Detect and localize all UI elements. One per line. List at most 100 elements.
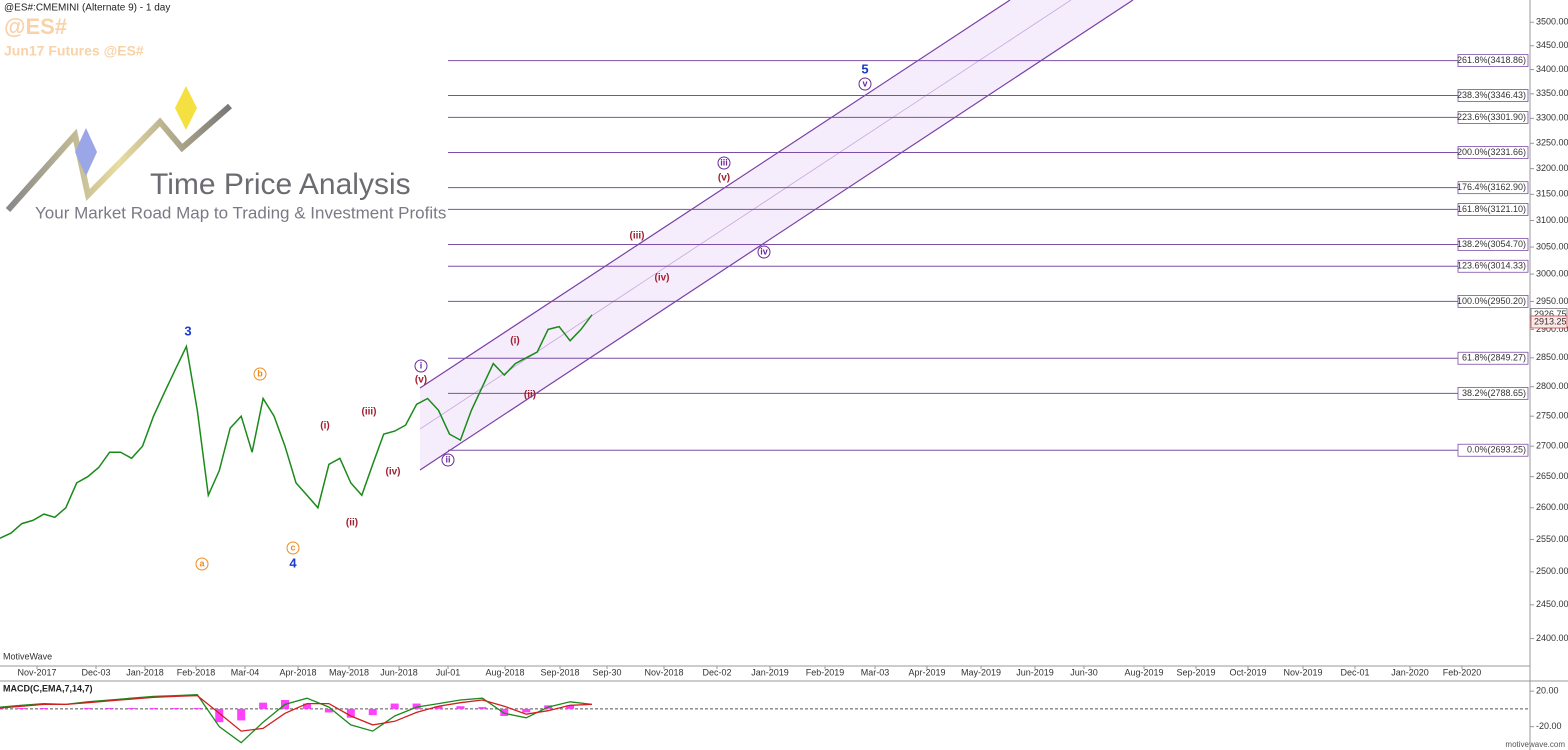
macd-histogram-bar <box>171 708 180 709</box>
macd-histogram-bar <box>215 708 224 723</box>
wave-circle <box>414 359 428 373</box>
logo-tagline: Your Market Road Map to Trading & Invest… <box>35 203 446 222</box>
x-tick-label: Jun-30 <box>1070 667 1098 677</box>
macd-histogram-bar <box>302 703 311 709</box>
wave-label: (ii) <box>346 518 358 529</box>
wave-label: i <box>420 360 423 370</box>
wave-label: (iv) <box>386 467 401 478</box>
macd-histogram-bar <box>500 708 509 716</box>
x-tick-label: Jun-2018 <box>380 667 418 677</box>
fib-label-box <box>1457 111 1529 124</box>
wave-circle <box>286 541 300 555</box>
y-tick-label: 3400.00 <box>1536 64 1568 74</box>
x-tick-label: Jun-2019 <box>1016 667 1054 677</box>
y-tick-label: 2500.00 <box>1536 566 1568 576</box>
fib-label-box <box>1457 351 1529 365</box>
wave-label: (i) <box>320 421 329 432</box>
fib-label-box <box>1457 443 1529 457</box>
logo-title: Time Price Analysis <box>150 168 411 201</box>
y-tick-label: 3200.00 <box>1536 163 1568 173</box>
wave-circle <box>441 453 455 467</box>
wave-label: (v) <box>415 375 427 386</box>
y-tick-label: 2400.00 <box>1536 633 1568 643</box>
x-tick-label: Jul-01 <box>436 667 461 677</box>
x-tick-label: Oct-2019 <box>1229 667 1266 677</box>
macd-histogram-bar <box>522 708 531 713</box>
macd-histogram-bar <box>566 705 575 709</box>
logo-diamond <box>175 86 197 130</box>
x-tick-label: Dec-03 <box>81 667 110 677</box>
wave-label: (i) <box>510 336 519 347</box>
y-tick-label: 2650.00 <box>1536 471 1568 481</box>
macd-histogram-bar <box>127 708 136 709</box>
y-tick-label: 2550.00 <box>1536 534 1568 544</box>
fib-label: 38.2%(2788.65) <box>1462 388 1526 398</box>
fib-label: 200.0%(3231.66) <box>1457 147 1526 157</box>
fib-label-box <box>1457 203 1529 216</box>
y-tick-label: 3100.00 <box>1536 215 1568 225</box>
wave-label: (iv) <box>655 273 670 284</box>
macd-histogram-bar <box>412 703 421 709</box>
x-tick-label: May-2018 <box>329 667 369 677</box>
macd-histogram-bar <box>237 708 246 721</box>
x-tick-label: Aug-2019 <box>1124 667 1163 677</box>
wave-circle <box>717 156 731 170</box>
wave-label: a <box>199 558 205 568</box>
y-tick-label: 2600.00 <box>1536 502 1568 512</box>
macd-title: MACD(C,EMA,7,14,7) <box>3 683 93 693</box>
price-line <box>0 314 593 539</box>
wave-label: (iii) <box>630 231 645 242</box>
channel-lower <box>419 0 1134 471</box>
channel-mid <box>419 0 1072 430</box>
fib-label-box <box>1457 238 1529 251</box>
wave-label: 3 <box>184 323 191 338</box>
macd-histogram-bar <box>259 702 268 709</box>
y-tick-label: 2700.00 <box>1536 441 1568 451</box>
macd-histogram-bar <box>346 708 355 718</box>
x-tick-label: Feb-2020 <box>1443 667 1482 677</box>
fib-label-box <box>1457 386 1529 400</box>
fib-label-box <box>1457 146 1529 159</box>
y-tick-label: -20.00 <box>1536 721 1562 731</box>
channel-upper <box>419 0 1011 389</box>
x-tick-label: Jan-2018 <box>126 667 164 677</box>
x-tick-label: Nov-2019 <box>1283 667 1322 677</box>
wave-label: v <box>862 78 867 88</box>
x-tick-label: Jan-2020 <box>1391 667 1429 677</box>
chart-title: @ES#:CMEMINI (Alternate 9) - 1 day <box>4 3 170 14</box>
y-tick-label: 2950.00 <box>1536 296 1568 306</box>
fib-label: 223.6%(3301.90) <box>1457 112 1526 122</box>
y-tick-label: 20.00 <box>1536 685 1559 695</box>
fib-label: 100.0%(2950.20) <box>1457 296 1526 306</box>
y-tick-label: 2900.00 <box>1536 324 1568 334</box>
fib-label: 138.2%(3054.70) <box>1457 239 1526 249</box>
wave-circle <box>195 557 209 571</box>
wave-label: 4 <box>289 555 297 570</box>
fib-label: 123.6%(3014.33) <box>1457 261 1526 271</box>
wave-label: (v) <box>718 173 730 184</box>
macd-histogram-bar <box>390 703 399 709</box>
fib-label-box <box>1457 259 1529 273</box>
fib-label: 161.8%(3121.10) <box>1457 204 1526 214</box>
wave-label: b <box>257 368 263 378</box>
y-tick-label: 3150.00 <box>1536 189 1568 199</box>
x-tick-label: Nov-2018 <box>644 667 683 677</box>
logo-zigzag <box>5 103 232 212</box>
x-tick-label: Sep-30 <box>592 667 621 677</box>
x-tick-label: Apr-2018 <box>279 667 316 677</box>
fib-label-box <box>1457 181 1529 195</box>
x-tick-label: Dec-02 <box>702 667 731 677</box>
x-tick-label: Sep-2018 <box>540 667 579 677</box>
macd-histogram-bar <box>149 708 158 709</box>
x-tick-label: Jan-2019 <box>751 667 789 677</box>
y-tick-label: 3000.00 <box>1536 268 1568 278</box>
y-tick-label: 3450.00 <box>1536 40 1568 50</box>
y-tick-label: 3300.00 <box>1536 113 1568 123</box>
macd-histogram-bar <box>478 707 487 709</box>
macd-histogram-bar <box>193 708 202 709</box>
fib-label-box <box>1457 54 1529 67</box>
macd-histogram-bar <box>456 706 465 709</box>
wave-circle <box>253 367 267 381</box>
fib-label: 261.8%(3418.86) <box>1457 55 1526 65</box>
